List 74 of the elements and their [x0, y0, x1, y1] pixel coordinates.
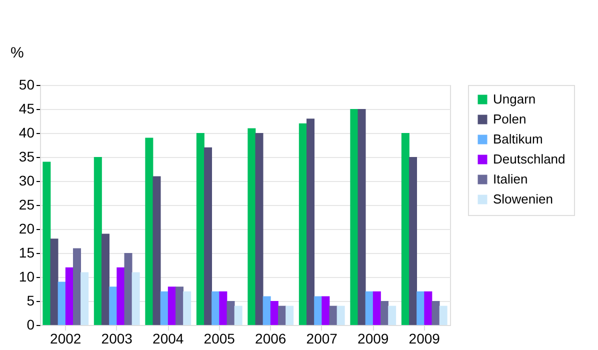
- y-tick-label: 40: [18, 124, 35, 140]
- bar: [50, 238, 58, 325]
- bar: [409, 157, 418, 325]
- bar: [278, 306, 286, 325]
- y-tick-label: 25: [18, 196, 35, 212]
- x-tick-label: 2009: [358, 330, 389, 346]
- bar: [102, 234, 110, 325]
- bar: [152, 176, 161, 325]
- bar: [58, 282, 66, 325]
- bar: [132, 272, 140, 325]
- legend-label: Ungarn: [493, 92, 536, 106]
- x-tick-label: 2006: [255, 330, 286, 346]
- bar: [248, 128, 256, 325]
- x-tick-label: 2007: [306, 330, 338, 346]
- bar: [65, 267, 74, 325]
- bar: [124, 253, 132, 325]
- bar: [255, 133, 264, 325]
- bar: [72, 248, 81, 325]
- bar: [234, 306, 242, 325]
- y-tick-label: 20: [18, 220, 35, 236]
- bar: [219, 291, 228, 325]
- bar: [109, 286, 118, 325]
- bar: [322, 296, 330, 325]
- bar: [350, 109, 358, 325]
- bar: [262, 296, 271, 325]
- y-tick-label: 50: [18, 76, 35, 92]
- bar: [439, 306, 448, 325]
- bar: [401, 133, 410, 325]
- y-tick-label: 35: [18, 148, 35, 164]
- x-tick-label: 2002: [50, 330, 82, 346]
- legend-label: Italien: [493, 172, 528, 186]
- bar: [298, 123, 307, 325]
- bar: [212, 291, 220, 325]
- bar: [145, 138, 154, 325]
- bar: [116, 267, 125, 325]
- bar: [424, 291, 432, 325]
- legend-label: Deutschland: [493, 152, 566, 166]
- y-axis-title: %: [10, 44, 24, 62]
- bar: [204, 147, 212, 325]
- bar: [432, 301, 440, 325]
- x-tick-label: 2005: [204, 330, 236, 346]
- bar: [286, 306, 294, 325]
- y-tick-label: 10: [18, 268, 35, 284]
- bar: [226, 301, 235, 325]
- y-tick-label: 0: [26, 316, 35, 332]
- bar: [372, 291, 381, 325]
- bar: [358, 109, 366, 325]
- bar: [365, 291, 374, 325]
- y-tick-label: 45: [18, 100, 35, 116]
- x-tick-label: 2003: [101, 330, 133, 346]
- legend-label: Polen: [493, 112, 526, 126]
- bar: [42, 162, 51, 325]
- bar: [168, 286, 176, 325]
- legend-label: Baltikum: [493, 132, 543, 146]
- x-tick-label: 2009: [408, 330, 440, 346]
- bar: [336, 306, 345, 325]
- bar: [388, 306, 396, 325]
- bar: [306, 118, 315, 325]
- bar: [160, 291, 168, 325]
- y-tick-label: 5: [26, 292, 35, 308]
- bar: [380, 301, 388, 325]
- bar: [270, 301, 278, 325]
- x-tick-label: 2004: [152, 330, 184, 346]
- legend-label: Slowenien: [493, 192, 553, 206]
- y-tick-label: 30: [18, 172, 35, 188]
- bar: [175, 286, 184, 325]
- bar: [329, 306, 338, 325]
- bar: [94, 157, 102, 325]
- bar: [416, 291, 425, 325]
- bar: [183, 291, 192, 325]
- bar: [196, 133, 204, 325]
- bar: [80, 272, 89, 325]
- bar: [314, 296, 322, 325]
- y-tick-label: 15: [18, 244, 35, 260]
